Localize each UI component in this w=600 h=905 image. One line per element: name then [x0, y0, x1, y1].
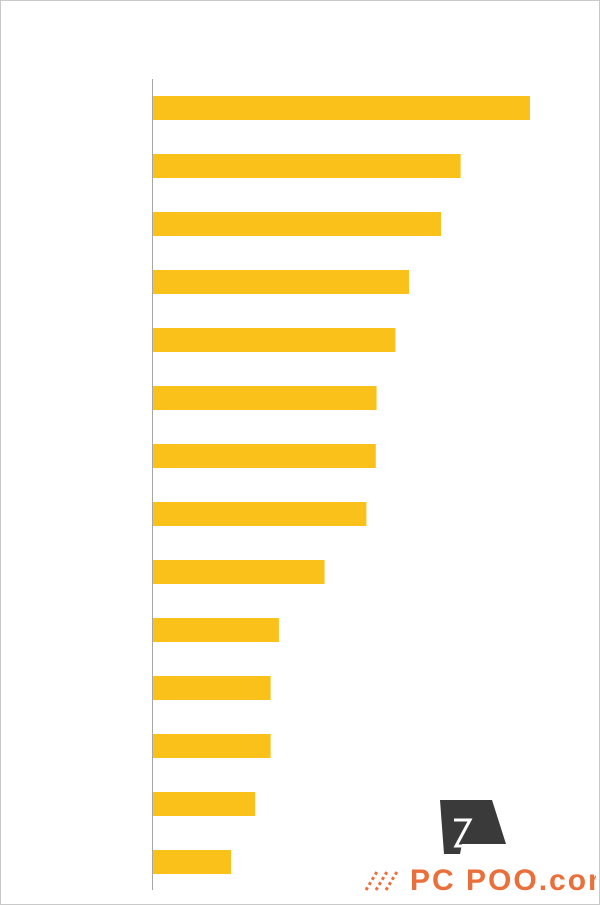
watermark-logo: PC POO.com: [364, 800, 596, 897]
bar-13: [153, 792, 256, 816]
bar-8: [153, 502, 367, 526]
logo-mark-icon: [440, 800, 506, 854]
bar-3: [153, 212, 442, 236]
bar-14: [153, 850, 232, 874]
bar-5: [153, 328, 396, 352]
bar-4: [153, 270, 409, 294]
bar-6: [153, 386, 377, 410]
bar-11: [153, 676, 271, 700]
logo-z-icon: [453, 818, 473, 848]
bar-7: [153, 444, 376, 468]
bar-9: [153, 560, 325, 584]
bar-10: [153, 618, 279, 642]
bars-group: [153, 96, 530, 874]
bar-2: [153, 154, 461, 178]
logo-stripes-icon: [364, 869, 400, 891]
bar-1: [153, 96, 530, 120]
watermark-brand-text: PC POO.com: [410, 864, 596, 897]
bar-12: [153, 734, 271, 758]
